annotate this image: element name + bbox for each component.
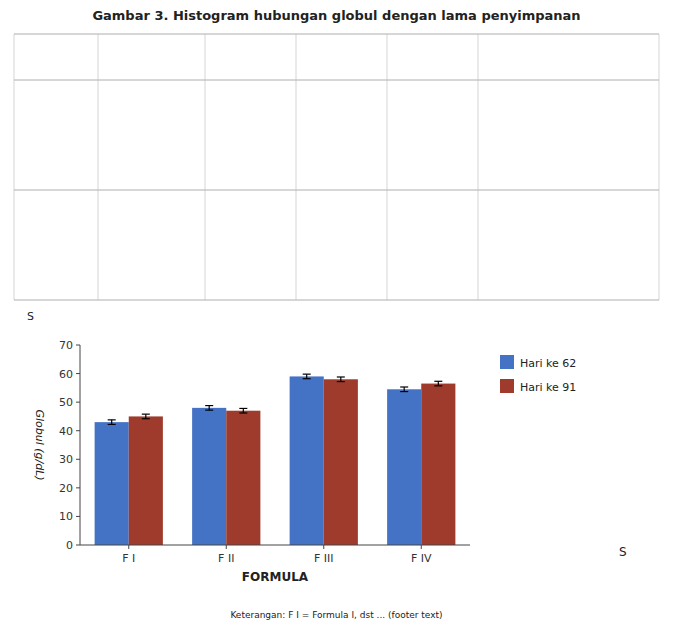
error-cap (239, 412, 247, 413)
error-stem (306, 374, 307, 379)
x-tick (421, 545, 422, 549)
legend: Hari ke 62 Hari ke 91 (500, 355, 576, 394)
y-tick-label: 10 (59, 510, 73, 523)
bar (421, 384, 455, 545)
x-axis-line (80, 545, 470, 546)
table-col-line (98, 34, 99, 300)
bar (290, 376, 324, 545)
error-cap (108, 419, 116, 420)
y-tick-label: 70 (59, 339, 73, 352)
legend-swatch (500, 379, 514, 393)
error-stem (111, 420, 112, 425)
x-tick (323, 545, 324, 549)
bar (324, 379, 358, 545)
annotation: Keterangan: F I = Formula I, dst ... (fo… (230, 610, 442, 620)
y-tick-label: 60 (59, 368, 73, 381)
x-tick-label: F I (122, 552, 135, 565)
y-tick (76, 545, 80, 546)
error-cap (434, 381, 442, 382)
annotation: S (27, 310, 34, 323)
bar (95, 422, 129, 545)
bar (129, 416, 163, 545)
error-cap (142, 414, 150, 415)
y-tick (76, 430, 80, 431)
error-stem (438, 381, 439, 386)
annotation: S (619, 545, 627, 559)
error-cap (239, 408, 247, 409)
y-tick-label: 20 (59, 482, 73, 495)
table-row-line (14, 80, 659, 81)
error-stem (404, 387, 405, 392)
error-bar (205, 406, 213, 411)
x-axis-label: FORMULA (242, 570, 309, 584)
chart-container: Gambar 3. Histogram hubungan globul deng… (0, 0, 673, 628)
chart-svg: Gambar 3. Histogram hubungan globul deng… (0, 0, 673, 628)
x-tick (226, 545, 227, 549)
error-cap (400, 386, 408, 387)
y-tick (76, 345, 80, 346)
bar (192, 408, 226, 545)
y-tick-label: 40 (59, 425, 73, 438)
error-bar (434, 381, 442, 386)
y-axis-line (80, 345, 81, 545)
error-cap (205, 405, 213, 406)
title: Gambar 3. Histogram hubungan globul deng… (92, 8, 580, 23)
error-bar (142, 414, 150, 419)
table-row-line (14, 190, 659, 191)
error-stem (209, 406, 210, 411)
table-col-line (478, 34, 479, 300)
error-cap (142, 418, 150, 419)
table-frame (14, 34, 659, 300)
error-stem (145, 414, 146, 419)
y-tick (76, 373, 80, 374)
error-bar (239, 408, 247, 413)
error-cap (303, 374, 311, 375)
legend-label: Hari ke 62 (520, 357, 576, 370)
x-tick (128, 545, 129, 549)
bars (95, 374, 456, 545)
error-cap (400, 391, 408, 392)
bar (226, 411, 260, 545)
y-tick (76, 516, 80, 517)
table-row-line (14, 300, 659, 301)
table-col-line (14, 34, 15, 300)
error-stem (243, 408, 244, 413)
bar (387, 389, 421, 545)
error-cap (303, 378, 311, 379)
table-col-line (387, 34, 388, 300)
error-cap (205, 410, 213, 411)
y-tick (76, 459, 80, 460)
error-cap (337, 381, 345, 382)
error-cap (434, 385, 442, 386)
y-tick (76, 402, 80, 403)
y-tick-label: 50 (59, 396, 73, 409)
x-tick-label: F IV (411, 552, 432, 565)
error-cap (337, 376, 345, 377)
x-tick-label: F III (314, 552, 334, 565)
table-col-line (296, 34, 297, 300)
x-tick-label: F II (218, 552, 234, 565)
table-col-line (659, 34, 660, 300)
legend-label: Hari ke 91 (520, 381, 576, 394)
error-stem (340, 377, 341, 382)
error-bar (400, 387, 408, 392)
legend-swatch (500, 355, 514, 369)
error-bar (108, 420, 116, 425)
error-cap (108, 424, 116, 425)
y-tick-label: 0 (66, 539, 73, 552)
table-row-line (14, 34, 659, 35)
y-axis-label: Globul (g/dL) (33, 409, 46, 480)
y-tick (76, 487, 80, 488)
y-tick-label: 30 (59, 453, 73, 466)
axes: 0 10 20 30 40 50 60 70 F I F II F III F IV (59, 339, 470, 565)
table-col-line (205, 34, 206, 300)
error-bar (337, 377, 345, 382)
error-bar (303, 374, 311, 379)
